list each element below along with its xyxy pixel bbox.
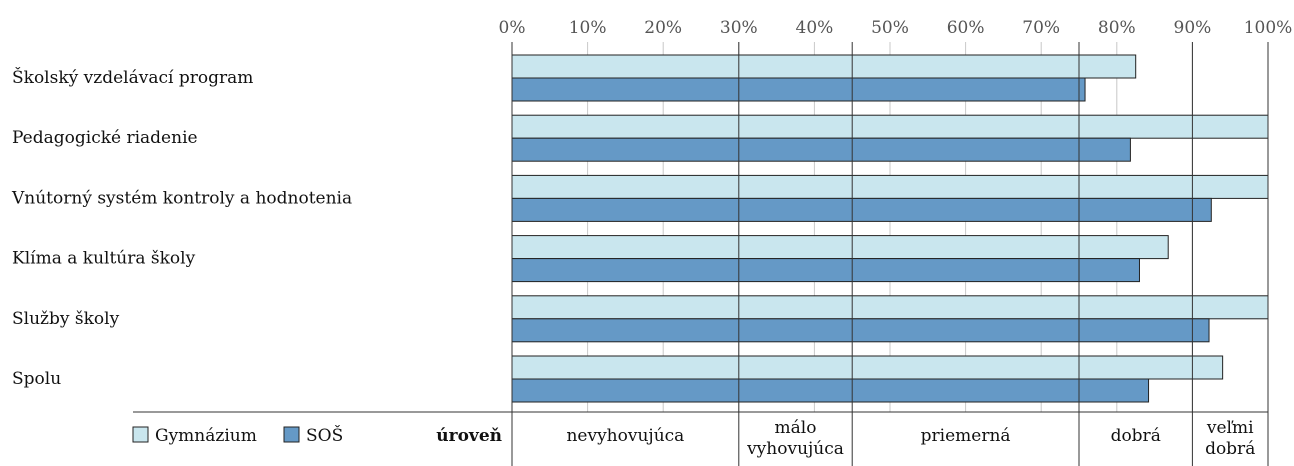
x-tick-label: 60% (947, 18, 985, 38)
legend: Gymnázium SOŠ (132, 425, 343, 446)
bar-gymnazium (511, 114, 1269, 139)
x-tick-label: 0% (499, 18, 526, 38)
bar-gymnazium (511, 355, 1224, 380)
labels-layer: 0% 10% 20% 30% 40% 50% 60% 70% 80% 90% 100% Školský… (11, 18, 1292, 389)
x-tick-label: 80% (1098, 18, 1136, 38)
legend-label: SOŠ (306, 425, 343, 446)
x-tick-label: 100% (1244, 18, 1293, 38)
category-label: Pedagogické riadenie (12, 128, 198, 148)
bar-sos (511, 197, 1212, 222)
level-title: úroveň (436, 426, 502, 446)
bar-gymnazium (511, 174, 1269, 199)
legend-swatch (132, 426, 149, 443)
level-label: dobrá (1111, 426, 1161, 446)
bar-gymnazium (511, 295, 1269, 320)
x-tick-label: 90% (1174, 18, 1212, 38)
x-tick-label: 30% (720, 18, 758, 38)
category-label: Vnútorný systém kontroly a hodnotenia (11, 188, 352, 208)
bar-gymnazium (511, 54, 1137, 79)
x-tick-label: 70% (1022, 18, 1060, 38)
level-label: dobrá (1205, 439, 1255, 459)
level-label: priemerná (921, 426, 1011, 446)
level-label: nevyhovujúca (566, 426, 684, 446)
category-label: Klíma a kultúra školy (12, 249, 196, 269)
level-label: vyhovujúca (746, 439, 844, 459)
bar-sos (511, 258, 1140, 283)
bar-sos (511, 137, 1131, 162)
x-tick-label: 20% (644, 18, 682, 38)
category-label: Spolu (12, 369, 61, 389)
bar-sos (511, 378, 1150, 403)
x-tick-label: 50% (871, 18, 909, 38)
x-tick-label: 40% (796, 18, 834, 38)
category-label: Školský vzdelávací program (12, 67, 253, 88)
bar-sos (511, 318, 1210, 343)
bar-gymnazium (511, 235, 1169, 260)
level-label: málo (775, 418, 817, 438)
level-label: veľmi (1206, 418, 1254, 438)
legend-label: Gymnázium (155, 426, 257, 446)
bar-sos (511, 77, 1086, 102)
x-tick-label: 10% (569, 18, 607, 38)
category-label: Služby školy (12, 309, 120, 329)
legend-swatch (283, 426, 300, 443)
